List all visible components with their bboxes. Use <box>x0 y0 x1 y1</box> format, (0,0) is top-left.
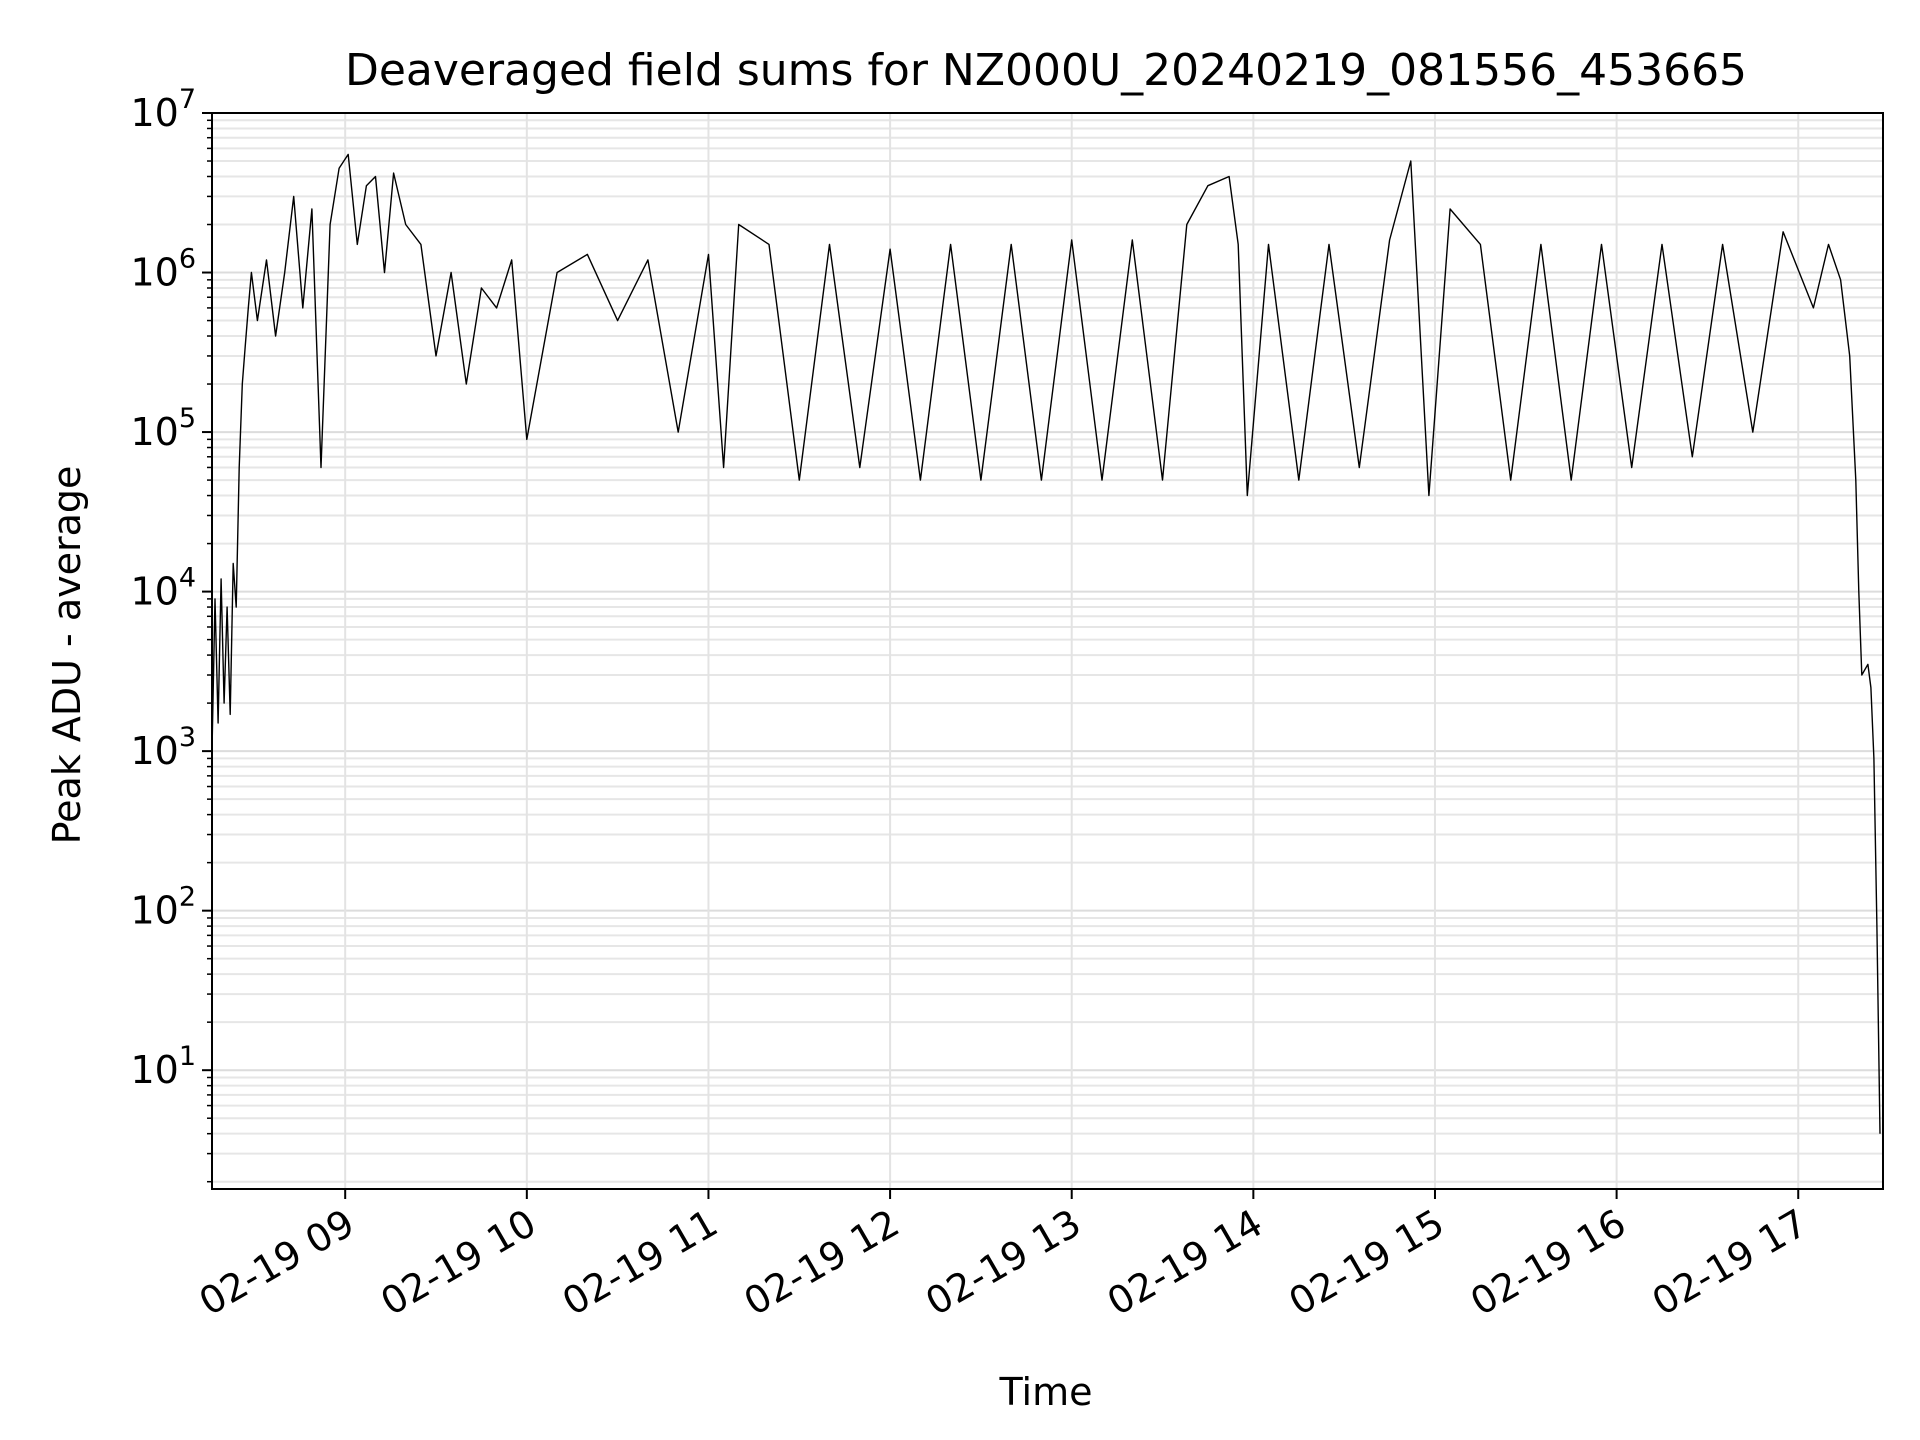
y-tick-exponent: 3 <box>179 722 196 753</box>
y-tick-exponent: 7 <box>179 84 196 115</box>
x-axis-label: Time <box>999 1370 1093 1414</box>
y-tick-base: 10 <box>130 91 178 135</box>
y-tick-label: 105 <box>130 403 196 454</box>
y-tick-base: 10 <box>130 1048 178 1092</box>
grid <box>212 112 1883 1189</box>
y-tick-label: 107 <box>130 84 196 135</box>
chart-title: Deaveraged field sums for NZ000U_2024021… <box>345 45 1747 96</box>
y-tick-label: 101 <box>130 1041 196 1092</box>
y-tick-base: 10 <box>130 570 178 614</box>
y-tick-exponent: 5 <box>179 403 196 434</box>
y-tick-base: 10 <box>130 889 178 933</box>
plot-frame <box>211 112 1884 1190</box>
y-tick-exponent: 1 <box>179 1041 196 1072</box>
y-tick-exponent: 4 <box>179 563 196 594</box>
y-tick-base: 10 <box>130 729 178 773</box>
series-line <box>211 153 1881 1134</box>
y-tick-label: 106 <box>130 244 196 295</box>
y-tick-base: 10 <box>130 251 178 295</box>
y-axis-label: Peak ADU - average <box>45 466 89 845</box>
y-tick-exponent: 6 <box>179 244 196 275</box>
y-tick-label: 104 <box>130 563 196 614</box>
y-tick-label: 103 <box>130 722 196 773</box>
y-tick-exponent: 2 <box>179 882 196 913</box>
y-tick-base: 10 <box>130 410 178 454</box>
y-tick-label: 102 <box>130 882 196 933</box>
